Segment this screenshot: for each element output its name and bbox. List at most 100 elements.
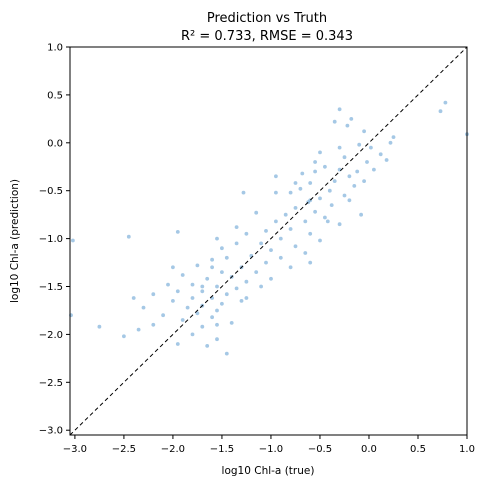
scatter-point xyxy=(171,265,175,270)
scatter-point xyxy=(180,318,185,322)
chart-subtitle: R² = 0.733, RMSE = 0.343 xyxy=(181,29,353,44)
scatter-point xyxy=(274,174,278,179)
scatter-point xyxy=(293,206,298,210)
y-tick-label: −2.5 xyxy=(39,378,63,389)
scatter-point xyxy=(71,238,75,243)
scatter-point xyxy=(205,276,210,281)
identity-reference-line xyxy=(69,46,468,436)
scatter-point xyxy=(349,117,354,121)
x-tick-label: 0.5 xyxy=(410,444,426,455)
scatter-point xyxy=(352,184,357,188)
scatter-point xyxy=(391,135,396,140)
scatter-point xyxy=(337,222,342,227)
scatter-point xyxy=(190,296,195,300)
scatter-point xyxy=(318,150,322,155)
scatter-point xyxy=(136,327,141,332)
y-tick-label: −0.5 xyxy=(39,186,63,197)
scatter-point xyxy=(303,251,308,255)
x-axis-label: log10 Chl-a (true) xyxy=(222,465,315,477)
scatter-point xyxy=(210,257,215,262)
scatter-point xyxy=(234,225,239,230)
scatter-point xyxy=(254,270,259,274)
scatter-point xyxy=(332,179,337,184)
y-tick-label: −3.0 xyxy=(39,426,63,437)
y-tick-label: 1.0 xyxy=(47,43,63,54)
scatter-point xyxy=(220,301,224,306)
scatter-point xyxy=(195,311,200,316)
y-tick-label: −1.0 xyxy=(39,234,63,245)
scatter-point xyxy=(384,158,389,162)
scatter-point xyxy=(362,129,366,134)
scatter-point xyxy=(288,190,293,195)
scatter-point xyxy=(220,270,224,274)
scatter-point xyxy=(215,284,219,289)
scatter-point xyxy=(337,107,342,112)
scatter-point xyxy=(362,179,366,184)
scatter-point xyxy=(355,169,360,174)
scatter-point xyxy=(359,212,363,217)
scatter-point xyxy=(151,292,156,297)
scatter-point xyxy=(372,167,376,172)
scatter-point xyxy=(200,324,205,329)
scatter-point xyxy=(210,315,215,320)
scatter-point xyxy=(269,276,273,281)
scatter-point xyxy=(185,305,190,310)
scatter-point xyxy=(161,313,166,318)
scatter-point xyxy=(175,342,180,346)
scatter-point xyxy=(259,241,263,246)
scatter-point xyxy=(215,236,219,241)
scatter-point xyxy=(264,229,268,233)
scatter-point xyxy=(195,263,200,268)
scatter-point xyxy=(313,160,317,164)
scatter-point xyxy=(200,289,205,294)
scatter-point xyxy=(288,227,293,231)
scatter-point xyxy=(323,164,327,169)
scatter-point xyxy=(234,286,239,291)
scatter-point xyxy=(244,231,249,236)
y-axis-label: log10 Chl-a (prediction) xyxy=(9,179,21,303)
scatter-point xyxy=(318,238,322,243)
scatter-point xyxy=(269,248,273,253)
scatter-point xyxy=(308,181,313,185)
scatter-point xyxy=(210,265,215,270)
scatter-point xyxy=(166,282,170,287)
scatter-point xyxy=(254,210,259,215)
plot-frame xyxy=(69,46,468,436)
scatter-point xyxy=(97,324,102,329)
scatter-point xyxy=(171,299,175,303)
scatter-point xyxy=(126,234,131,239)
scatter-point xyxy=(190,332,195,337)
scatter-point xyxy=(224,292,229,297)
scatter-point xyxy=(224,255,229,260)
scatter-point xyxy=(293,244,298,249)
x-tick-label: 1.0 xyxy=(459,444,475,455)
x-tick-label: −1.0 xyxy=(259,444,283,455)
scatter-point xyxy=(215,308,219,313)
x-tick-label: −2.0 xyxy=(161,444,185,455)
scatter-point xyxy=(365,160,369,164)
y-tick-label: 0.0 xyxy=(47,138,63,149)
x-tick-label: −0.5 xyxy=(308,444,332,455)
scatter-point xyxy=(175,289,180,294)
x-tick-label: −2.5 xyxy=(112,444,136,455)
scatter-point xyxy=(283,212,288,217)
scatter-point xyxy=(347,174,352,179)
scatter-point xyxy=(357,142,362,147)
scatter-point xyxy=(131,296,136,300)
points-layer xyxy=(69,100,469,356)
scatter-point xyxy=(244,279,249,284)
scatter-point xyxy=(234,241,239,246)
x-axis-ticks: −3.0 −2.5 −2.0 −1.5 −1.0 −0.5 0.0 0.5 1.0 xyxy=(63,435,475,455)
scatter-point xyxy=(215,337,219,342)
y-tick-label: −1.5 xyxy=(39,282,63,293)
scatter-point xyxy=(342,155,347,160)
scatter-point xyxy=(345,123,350,128)
scatter-point xyxy=(224,351,229,356)
scatter-point xyxy=(369,145,373,150)
scatter-point xyxy=(323,215,327,220)
scatter-point xyxy=(325,219,330,224)
scatter-point xyxy=(300,171,305,176)
scatter-point xyxy=(180,273,185,277)
